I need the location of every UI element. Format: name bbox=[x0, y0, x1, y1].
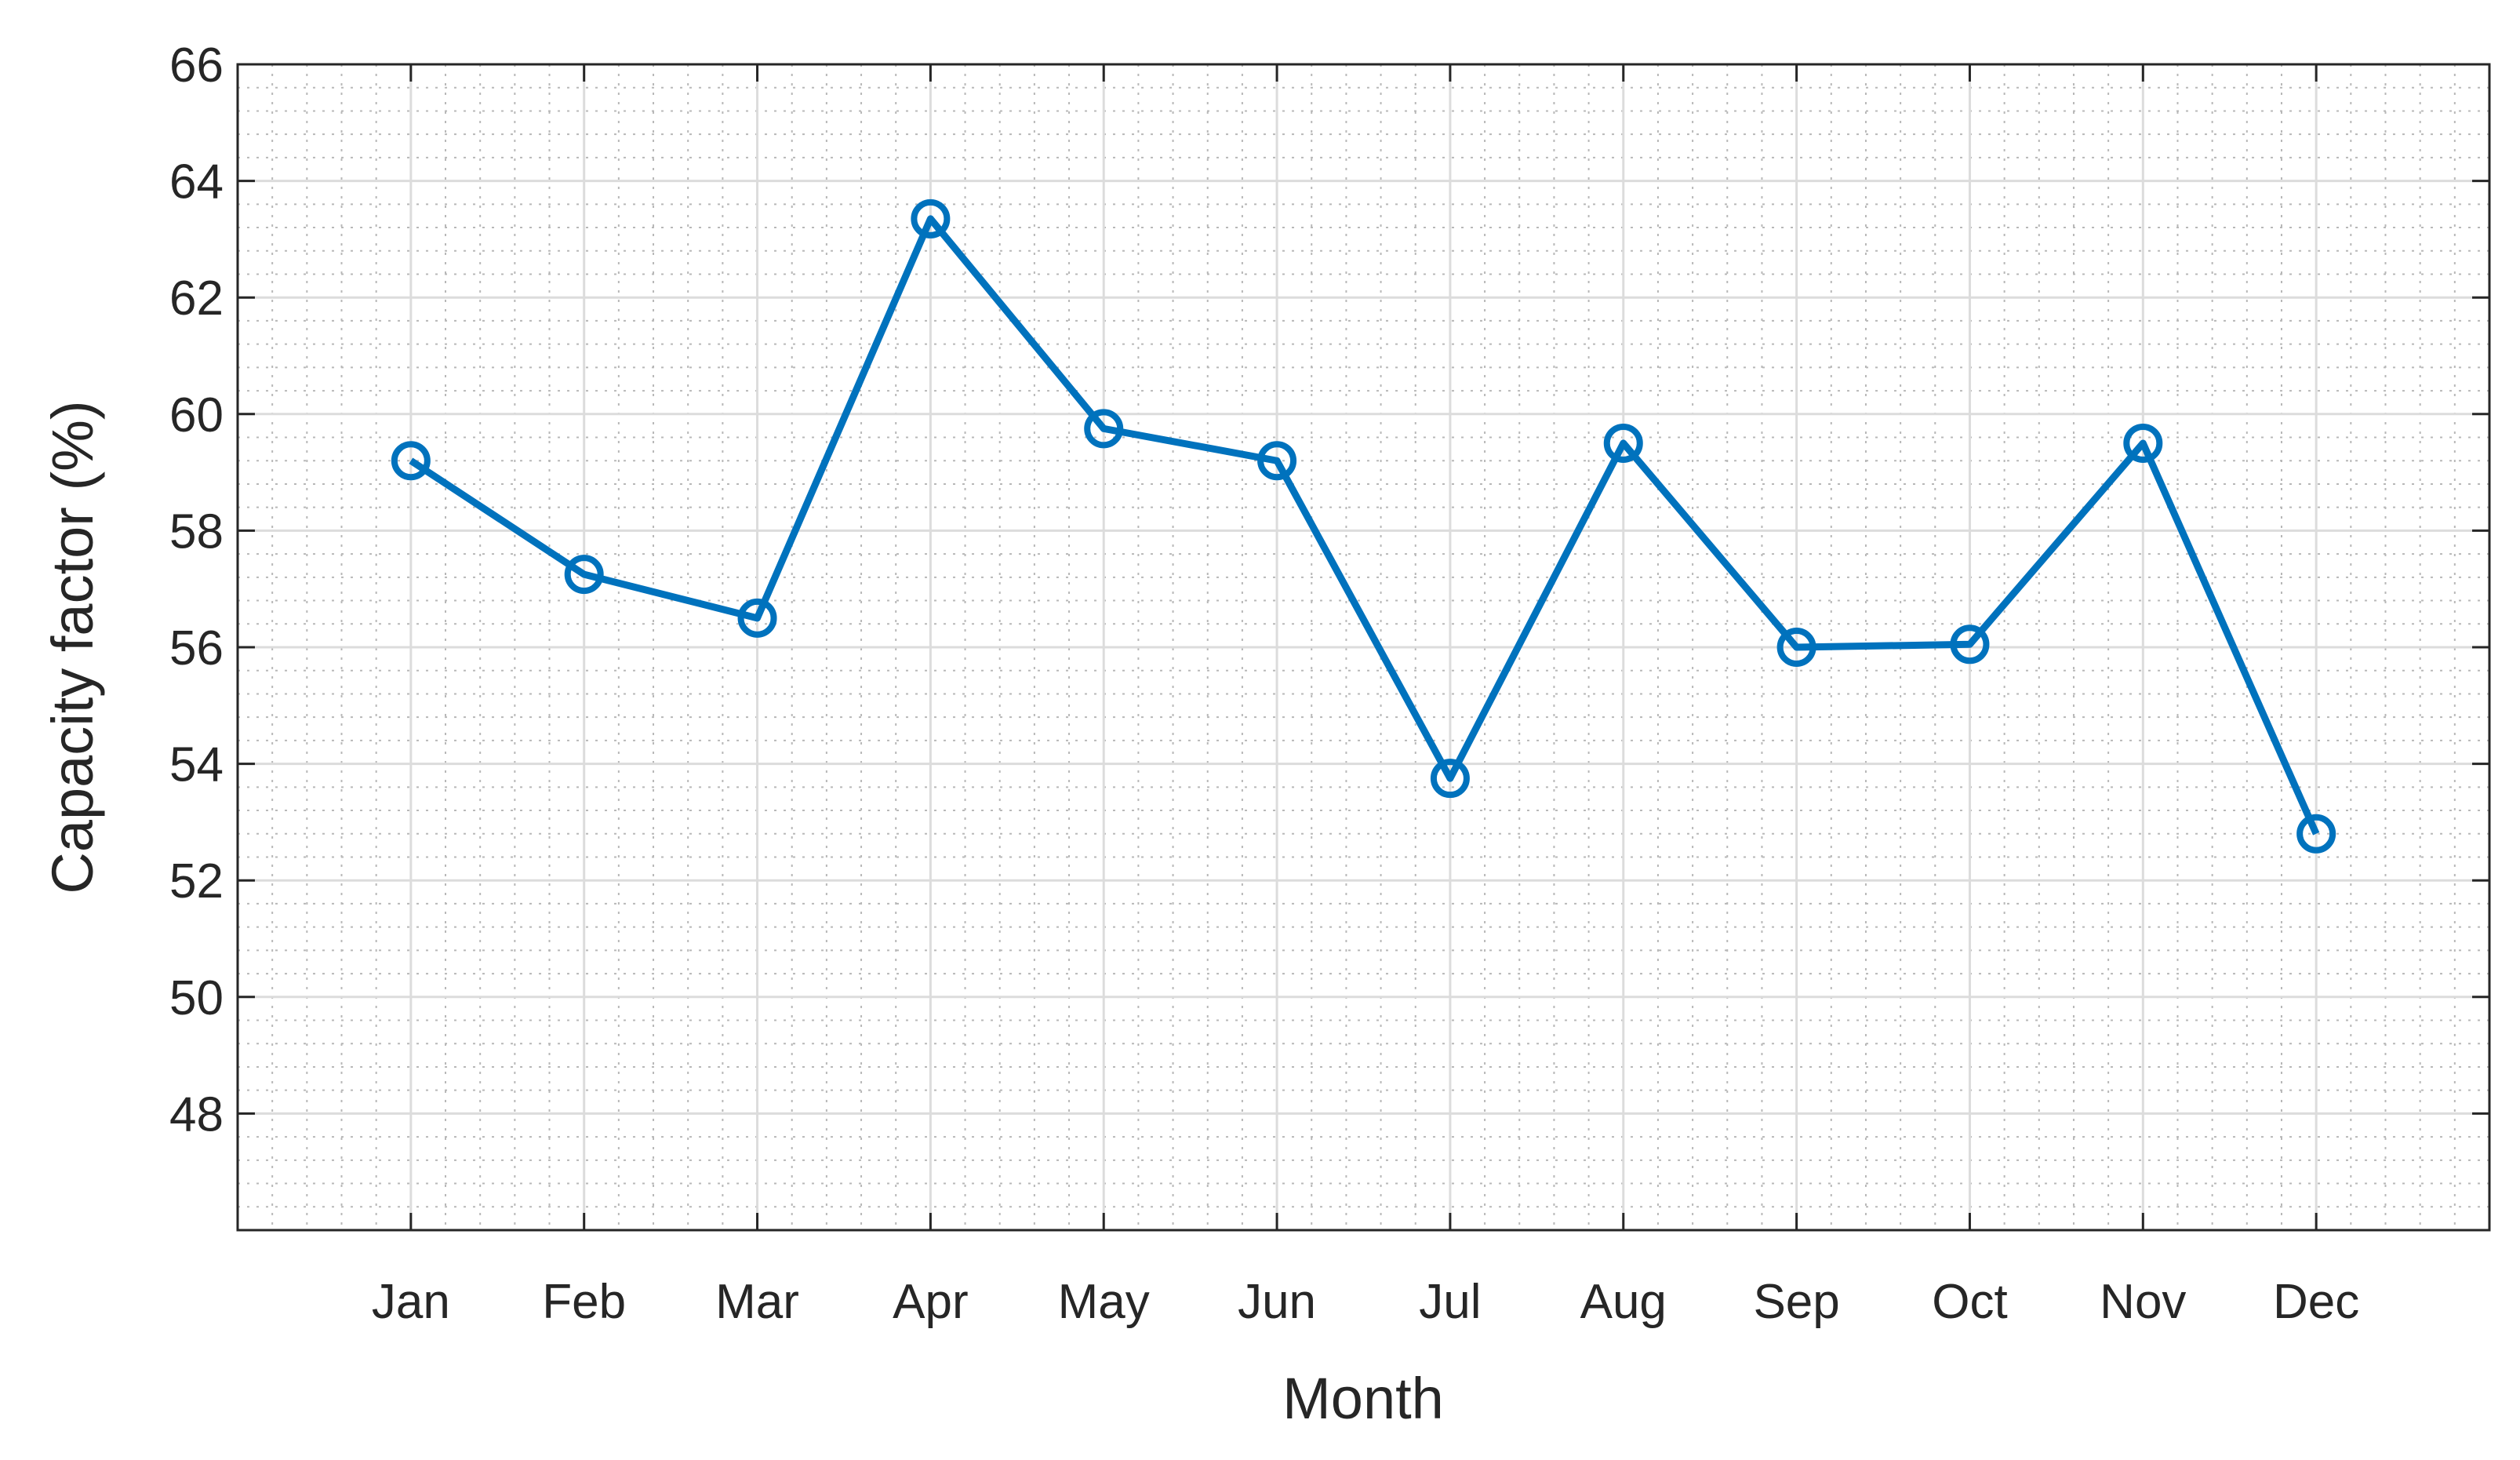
x-tick-label: May bbox=[1058, 1275, 1150, 1329]
data-point bbox=[1430, 759, 1470, 799]
y-tick-label: 56 bbox=[169, 621, 224, 675]
x-tick-label: Dec bbox=[2273, 1275, 2359, 1329]
y-tick-label: 66 bbox=[169, 38, 224, 93]
data-point bbox=[2296, 814, 2336, 854]
data-point bbox=[2123, 423, 2163, 463]
x-tick-label: Jul bbox=[1419, 1275, 1481, 1329]
axes-box bbox=[236, 63, 2491, 1232]
data-point bbox=[737, 598, 777, 638]
x-tick-label: Jun bbox=[1238, 1275, 1316, 1329]
x-tick-label: Nov bbox=[2100, 1275, 2186, 1329]
grid bbox=[238, 63, 2489, 1231]
data-point bbox=[911, 198, 951, 238]
y-axis-label: Capacity factor (%) bbox=[40, 400, 105, 894]
x-tick-label: Mar bbox=[715, 1275, 799, 1329]
y-tick-label: 60 bbox=[169, 388, 224, 442]
x-tick-label: Feb bbox=[542, 1275, 626, 1329]
data-point bbox=[391, 441, 431, 481]
data-point bbox=[1257, 441, 1297, 481]
plot-area bbox=[391, 198, 2336, 854]
data-point bbox=[1950, 624, 1990, 664]
y-tick-label: 58 bbox=[169, 504, 224, 559]
x-tick-label: Apr bbox=[893, 1275, 968, 1329]
y-tick-label: 48 bbox=[169, 1087, 224, 1141]
y-tick-label: 64 bbox=[169, 155, 224, 209]
x-tick-label: Aug bbox=[1580, 1275, 1667, 1329]
data-point bbox=[1084, 409, 1124, 449]
axes: 48 50 52 54 56 58 60 62 64 66 Jan Feb Mar Apr May Jun Ju… bbox=[169, 38, 2491, 1329]
data-point bbox=[564, 555, 604, 595]
y-tick-label: 54 bbox=[169, 738, 224, 792]
data-point bbox=[1603, 423, 1643, 463]
x-tick-label: Oct bbox=[1932, 1275, 2007, 1329]
x-tick-label: Jan bbox=[372, 1275, 450, 1329]
data-line bbox=[409, 215, 2320, 836]
x-tick-label: Sep bbox=[1753, 1275, 1839, 1329]
y-tick-label: 50 bbox=[169, 971, 224, 1025]
data-point bbox=[1776, 628, 1816, 667]
y-tick-label: 62 bbox=[169, 271, 224, 326]
y-tick-label: 52 bbox=[169, 854, 224, 908]
x-axis-label: Month bbox=[1282, 1366, 1444, 1431]
